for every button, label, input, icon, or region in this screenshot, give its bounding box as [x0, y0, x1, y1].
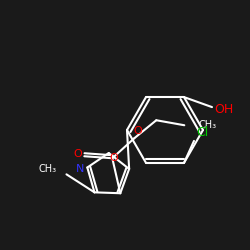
Text: O: O	[73, 149, 82, 159]
Text: O: O	[110, 153, 118, 163]
Text: N: N	[76, 164, 84, 174]
Text: O: O	[133, 126, 142, 136]
Text: Cl: Cl	[196, 126, 208, 140]
Text: OH: OH	[214, 102, 234, 116]
Text: CH₃: CH₃	[38, 164, 56, 174]
Text: CH₃: CH₃	[198, 120, 216, 130]
